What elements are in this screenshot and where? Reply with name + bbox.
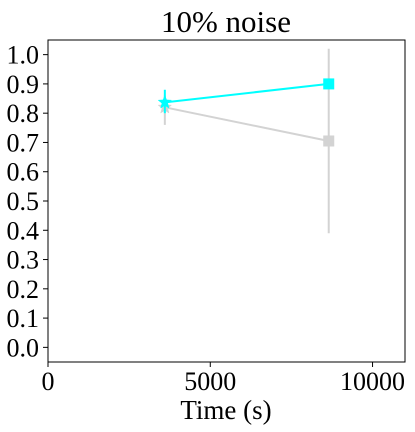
series-1-star-marker	[157, 94, 173, 109]
y-tick-label: 0.7	[7, 128, 40, 157]
y-tick-label: 0.8	[7, 99, 40, 128]
y-tick-label: 0.9	[7, 70, 40, 99]
plot-frame	[47, 39, 406, 363]
chart-title: 10% noise	[161, 4, 291, 39]
y-tick-label: 0.0	[7, 333, 40, 362]
x-axis-label: Time (s)	[180, 395, 271, 425]
x-tick-label: 0	[42, 367, 55, 396]
y-tick-label: 1.0	[7, 41, 40, 70]
y-tick-label: 0.4	[7, 216, 40, 245]
x-tick-label: 5000	[184, 367, 236, 396]
series-1-line	[164, 82, 329, 104]
y-tick-label: 0.2	[7, 275, 40, 304]
y-tick-label: 0.6	[7, 158, 40, 187]
series-1-square-marker	[323, 78, 335, 90]
series-0-line	[164, 106, 329, 142]
y-tick-label: 0.1	[7, 304, 40, 333]
x-tick-label: 10000	[340, 367, 405, 396]
y-tick-label: 0.5	[7, 187, 40, 216]
plot-area: 0.00.10.20.30.40.50.60.70.80.91.0 0 5000 10…	[7, 39, 406, 396]
series-0-square-marker	[323, 135, 335, 147]
y-tick-label: 0.3	[7, 246, 40, 275]
